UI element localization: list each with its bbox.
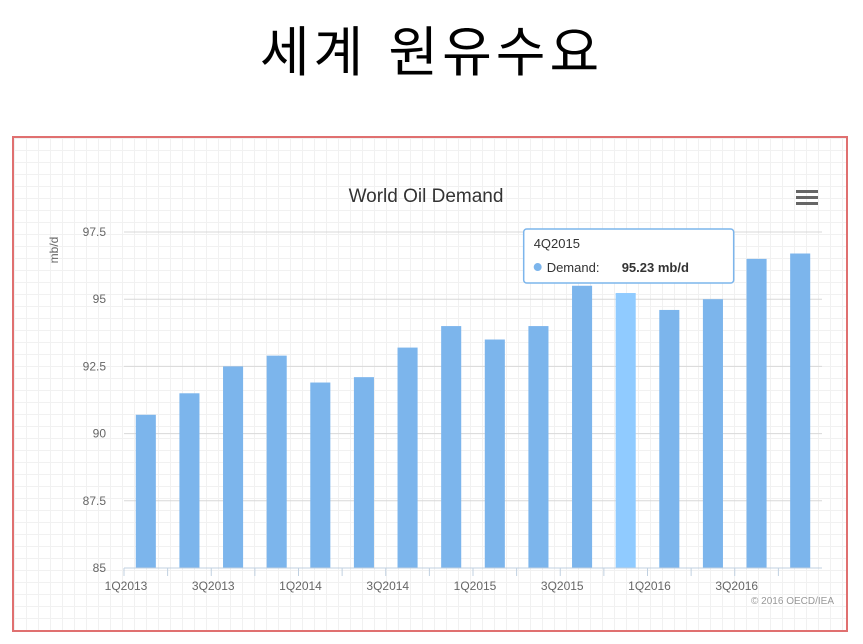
bar-4Q2013[interactable] (266, 355, 287, 568)
y-tick-label: 97.5 (83, 225, 107, 239)
chart-tooltip: 4Q2015 Demand: 95.23 mb/d (522, 228, 735, 284)
tooltip-series-marker (533, 263, 542, 272)
y-tick-label: 85 (93, 561, 107, 575)
y-tick-label: 90 (93, 427, 107, 441)
bar-3Q2013[interactable] (223, 366, 244, 568)
bar-1Q2016[interactable] (659, 309, 680, 568)
y-tick-label: 87.5 (83, 494, 107, 508)
bar-3Q2014[interactable] (397, 347, 418, 568)
x-tick-label: 1Q2016 (628, 579, 671, 593)
bar-2Q2014[interactable] (353, 377, 374, 568)
tooltip-series-label: Demand: (547, 260, 600, 275)
x-tick-label: 3Q2014 (366, 579, 409, 593)
bar-4Q2016[interactable] (790, 253, 811, 568)
bar-3Q2016[interactable] (746, 258, 767, 568)
bar-4Q2015[interactable] (615, 293, 636, 568)
x-tick-label: 3Q2013 (192, 579, 235, 593)
bar-3Q2015[interactable] (572, 285, 593, 568)
slide-title: 세계 원유수요 (259, 21, 604, 84)
x-tick-label: 3Q2015 (541, 579, 584, 593)
chart-credit: © 2016 OECD/IEA (751, 596, 834, 607)
y-tick-label: 95 (93, 292, 107, 306)
bar-2Q2013[interactable] (179, 393, 200, 568)
bar-2Q2016[interactable] (702, 299, 723, 568)
y-axis-title: mb/d (47, 237, 61, 264)
bar-4Q2014[interactable] (441, 326, 462, 568)
bar-1Q2013[interactable] (135, 414, 156, 568)
chart-svg: 97.5 95 92.5 90 87.5 85 1Q2013 3Q2013 1Q2014 3Q20… (47, 186, 834, 607)
chart-title: World Oil Demand (349, 186, 504, 207)
bar-1Q2015[interactable] (484, 339, 505, 568)
tooltip-value: 95.23 mb/d (622, 260, 689, 275)
x-tick-label: 3Q2016 (715, 579, 758, 593)
chart-menu-icon[interactable] (796, 190, 818, 205)
bar-2Q2015[interactable] (528, 326, 549, 568)
bar-1Q2014[interactable] (310, 382, 331, 568)
tooltip-title: 4Q2015 (534, 236, 580, 251)
y-tick-label: 92.5 (83, 359, 107, 373)
chart-container: 97.5 95 92.5 90 87.5 85 1Q2013 3Q2013 1Q2014 3Q20… (12, 136, 848, 632)
x-tick-label: 1Q2015 (454, 579, 497, 593)
x-tick-label: 1Q2014 (279, 579, 322, 593)
x-tick-label: 1Q2013 (105, 579, 148, 593)
